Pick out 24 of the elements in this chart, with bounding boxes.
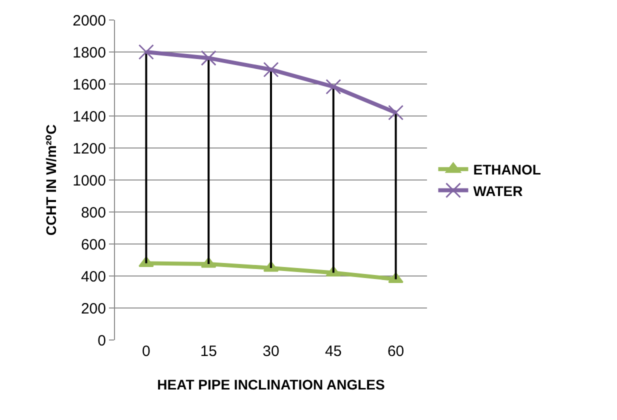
y-tick-label: 1600 bbox=[72, 76, 106, 94]
point bbox=[200, 50, 216, 66]
legend-label: ETHANOL bbox=[473, 162, 542, 178]
y-tick-label: 200 bbox=[80, 300, 106, 318]
x-tick-label: 0 bbox=[142, 343, 150, 360]
x-tick-label: 60 bbox=[387, 343, 404, 360]
y-tick-label: 1000 bbox=[72, 172, 106, 190]
y-tick-label: 1800 bbox=[72, 44, 106, 62]
point bbox=[326, 78, 342, 94]
x-tick-label: 30 bbox=[262, 343, 280, 360]
y-tick-label: 1400 bbox=[72, 108, 106, 126]
y-tick-label: 1200 bbox=[72, 140, 106, 158]
y-tick-label: 600 bbox=[80, 236, 106, 254]
point bbox=[138, 44, 154, 60]
legend-label: WATER bbox=[473, 182, 523, 199]
y-tick-label: 400 bbox=[80, 268, 106, 286]
y-tick-label: 2000 bbox=[72, 12, 106, 30]
x-tick-label: 15 bbox=[200, 343, 217, 360]
x-tick-label: 45 bbox=[325, 343, 342, 360]
y-tick-label: 800 bbox=[80, 204, 106, 222]
y-axis-title: CCHT IN W/m²⁰C bbox=[43, 124, 60, 236]
point bbox=[388, 104, 404, 120]
x-axis-title: HEAT PIPE INCLINATION ANGLES bbox=[157, 376, 385, 392]
point bbox=[263, 62, 279, 78]
